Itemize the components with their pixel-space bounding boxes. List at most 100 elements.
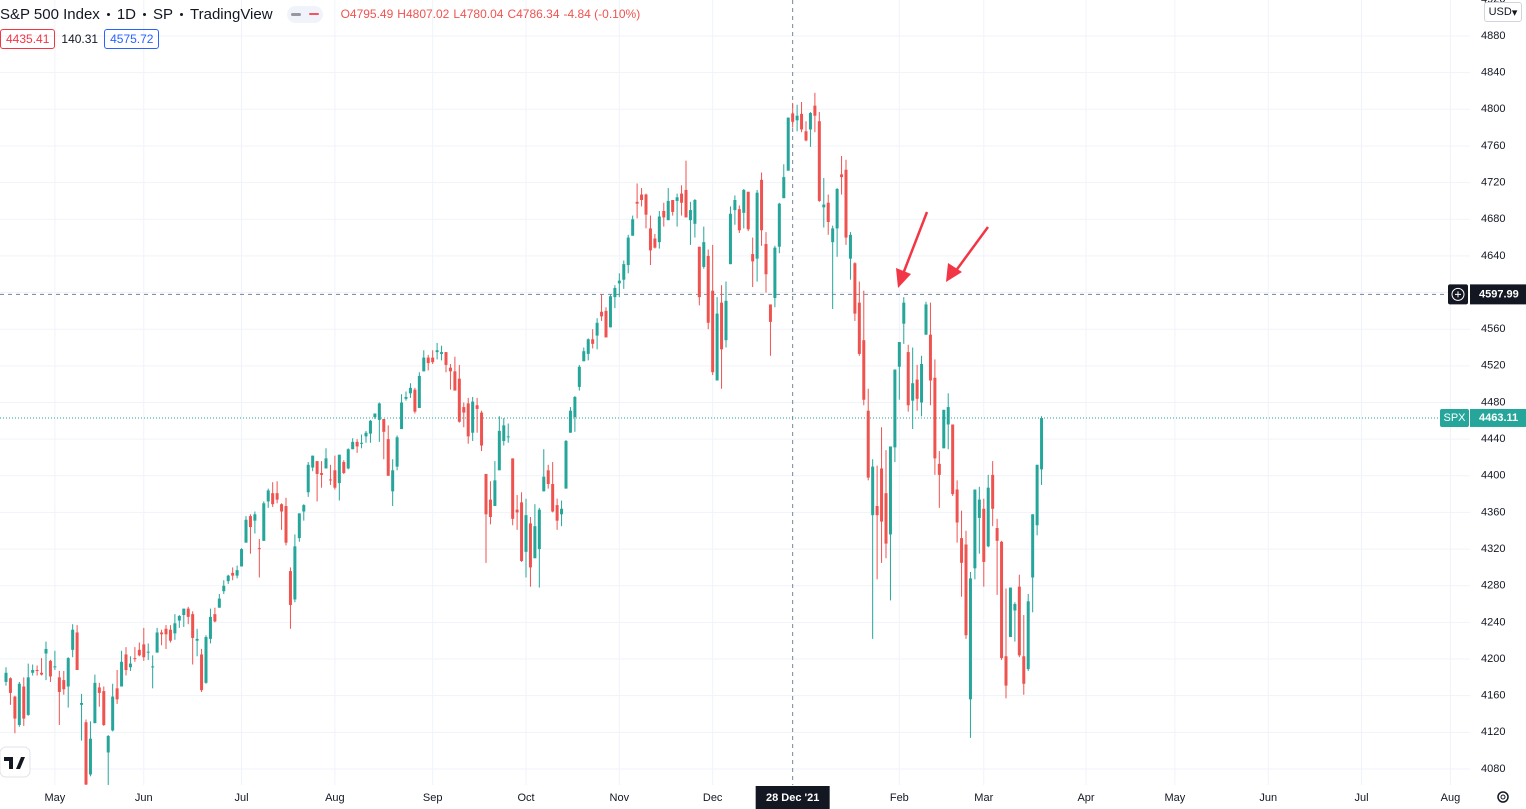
x-tick-label: Dec (703, 792, 723, 804)
candle-body (297, 513, 301, 539)
candle-body (435, 350, 439, 353)
y-tick-label: 4440 (1481, 433, 1505, 445)
candle-body (262, 503, 266, 541)
indicator-value: 140.31 (61, 32, 99, 46)
legend-toggle[interactable] (286, 5, 323, 23)
candle-body (177, 615, 181, 621)
candle-body (426, 357, 430, 364)
candle-body (848, 234, 852, 259)
candle-body (1026, 601, 1030, 670)
candle-body (746, 191, 750, 230)
candle-body (26, 677, 30, 715)
candle-body (208, 616, 212, 639)
candle-body (515, 509, 519, 513)
candle-body (542, 476, 546, 492)
candle-body (688, 210, 692, 221)
candle-body (640, 194, 644, 201)
candle-body (986, 487, 990, 547)
candle-body (715, 313, 719, 381)
candle-body (408, 387, 412, 394)
candle-body (1013, 604, 1017, 611)
candle-body (484, 473, 488, 515)
candle-body (400, 402, 404, 430)
symbol-label: SPX (1443, 412, 1466, 424)
candle-body (777, 203, 781, 247)
ohlc-key: H (397, 7, 406, 21)
candle-body (724, 300, 728, 341)
y-tick-label: 4160 (1481, 690, 1505, 702)
candle-body (800, 113, 804, 130)
candle-body (982, 508, 986, 562)
candle-body (235, 570, 239, 576)
ohlc-values: O4795.49 H4807.02 L4780.04 C4786.34 -4.84 (-… (341, 7, 641, 21)
candle-body (711, 290, 715, 373)
candle-body (728, 213, 732, 265)
candle-body (40, 672, 44, 675)
candle-body (422, 357, 426, 372)
y-tick-label: 4680 (1481, 213, 1505, 225)
candle-body (951, 424, 955, 495)
symbol: S&P 500 Index (0, 5, 100, 23)
candle-body (173, 623, 177, 634)
candle-body (66, 658, 70, 687)
x-tick-label: Sep (423, 792, 443, 804)
candle-body (453, 371, 457, 391)
candle-body (653, 238, 657, 248)
candle-body (226, 575, 230, 582)
candle-body (933, 377, 937, 459)
candle-body (568, 410, 572, 433)
candle-body (44, 648, 48, 654)
y-tick-label: 4280 (1481, 580, 1505, 592)
candle-body (413, 389, 417, 412)
candle-body (346, 449, 350, 469)
candle-body (231, 572, 235, 576)
candle-body (448, 367, 452, 372)
candle-body (804, 131, 808, 141)
candle-body (511, 458, 515, 519)
candle-body (475, 405, 479, 409)
candle-body (488, 499, 492, 518)
crosshair-price-box (1470, 284, 1526, 305)
y-tick-label: 4800 (1481, 103, 1505, 115)
x-tick-label: Aug (1441, 792, 1461, 804)
candle-body (377, 403, 381, 420)
y-tick-label: 4520 (1481, 360, 1505, 372)
settings-icon[interactable] (1497, 791, 1509, 803)
candle-body (893, 369, 897, 448)
candle-body (391, 470, 395, 492)
candle-body (133, 658, 137, 660)
candle-body (200, 654, 204, 691)
candle-body (124, 654, 128, 671)
candle-body (835, 189, 839, 229)
candle-body (1022, 656, 1026, 684)
currency-select[interactable]: USD ▾ (1484, 2, 1522, 22)
y-tick-label: 4720 (1481, 177, 1505, 189)
candle-body (853, 263, 857, 314)
symbol-box (1440, 408, 1469, 427)
candle-body (337, 454, 341, 484)
crosshair-add-button[interactable] (1448, 284, 1468, 305)
candle-body (35, 670, 39, 672)
candle-body (871, 466, 875, 516)
candle-body (702, 242, 706, 267)
candle-body (22, 686, 26, 719)
candle-body (840, 174, 844, 178)
candle-body (306, 464, 310, 493)
x-tick-label: Jun (1259, 792, 1277, 804)
candle-body (680, 193, 684, 203)
candle-body (902, 302, 906, 324)
candle-body (266, 490, 270, 502)
candle-body (555, 505, 559, 521)
candle-body (862, 340, 866, 400)
candle-body (946, 407, 950, 425)
candle-body (648, 228, 652, 251)
price-axis (1470, 0, 1526, 809)
candle-body (875, 506, 879, 516)
ohlc-key: C (507, 7, 517, 21)
candle-body (595, 322, 599, 336)
candle-body (608, 296, 612, 328)
last-price-box (1470, 408, 1526, 427)
ohlc-value: 4780.04 (460, 7, 504, 21)
